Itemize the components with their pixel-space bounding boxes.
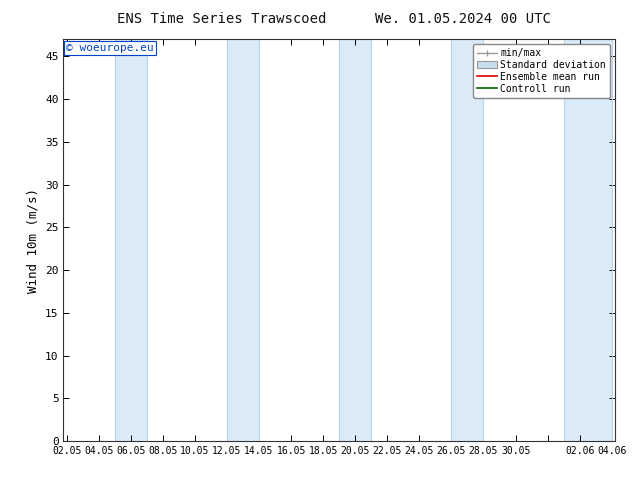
- Bar: [451, 39, 484, 441]
- Text: We. 01.05.2024 00 UTC: We. 01.05.2024 00 UTC: [375, 12, 551, 26]
- Text: © woeurope.eu: © woeurope.eu: [66, 43, 154, 53]
- Y-axis label: Wind 10m (m/s): Wind 10m (m/s): [27, 188, 39, 293]
- Bar: [115, 39, 147, 441]
- Bar: [564, 39, 612, 441]
- Legend: min/max, Standard deviation, Ensemble mean run, Controll run: min/max, Standard deviation, Ensemble me…: [473, 44, 610, 98]
- Bar: [227, 39, 259, 441]
- Bar: [339, 39, 372, 441]
- Text: ENS Time Series Trawscoed: ENS Time Series Trawscoed: [117, 12, 327, 26]
